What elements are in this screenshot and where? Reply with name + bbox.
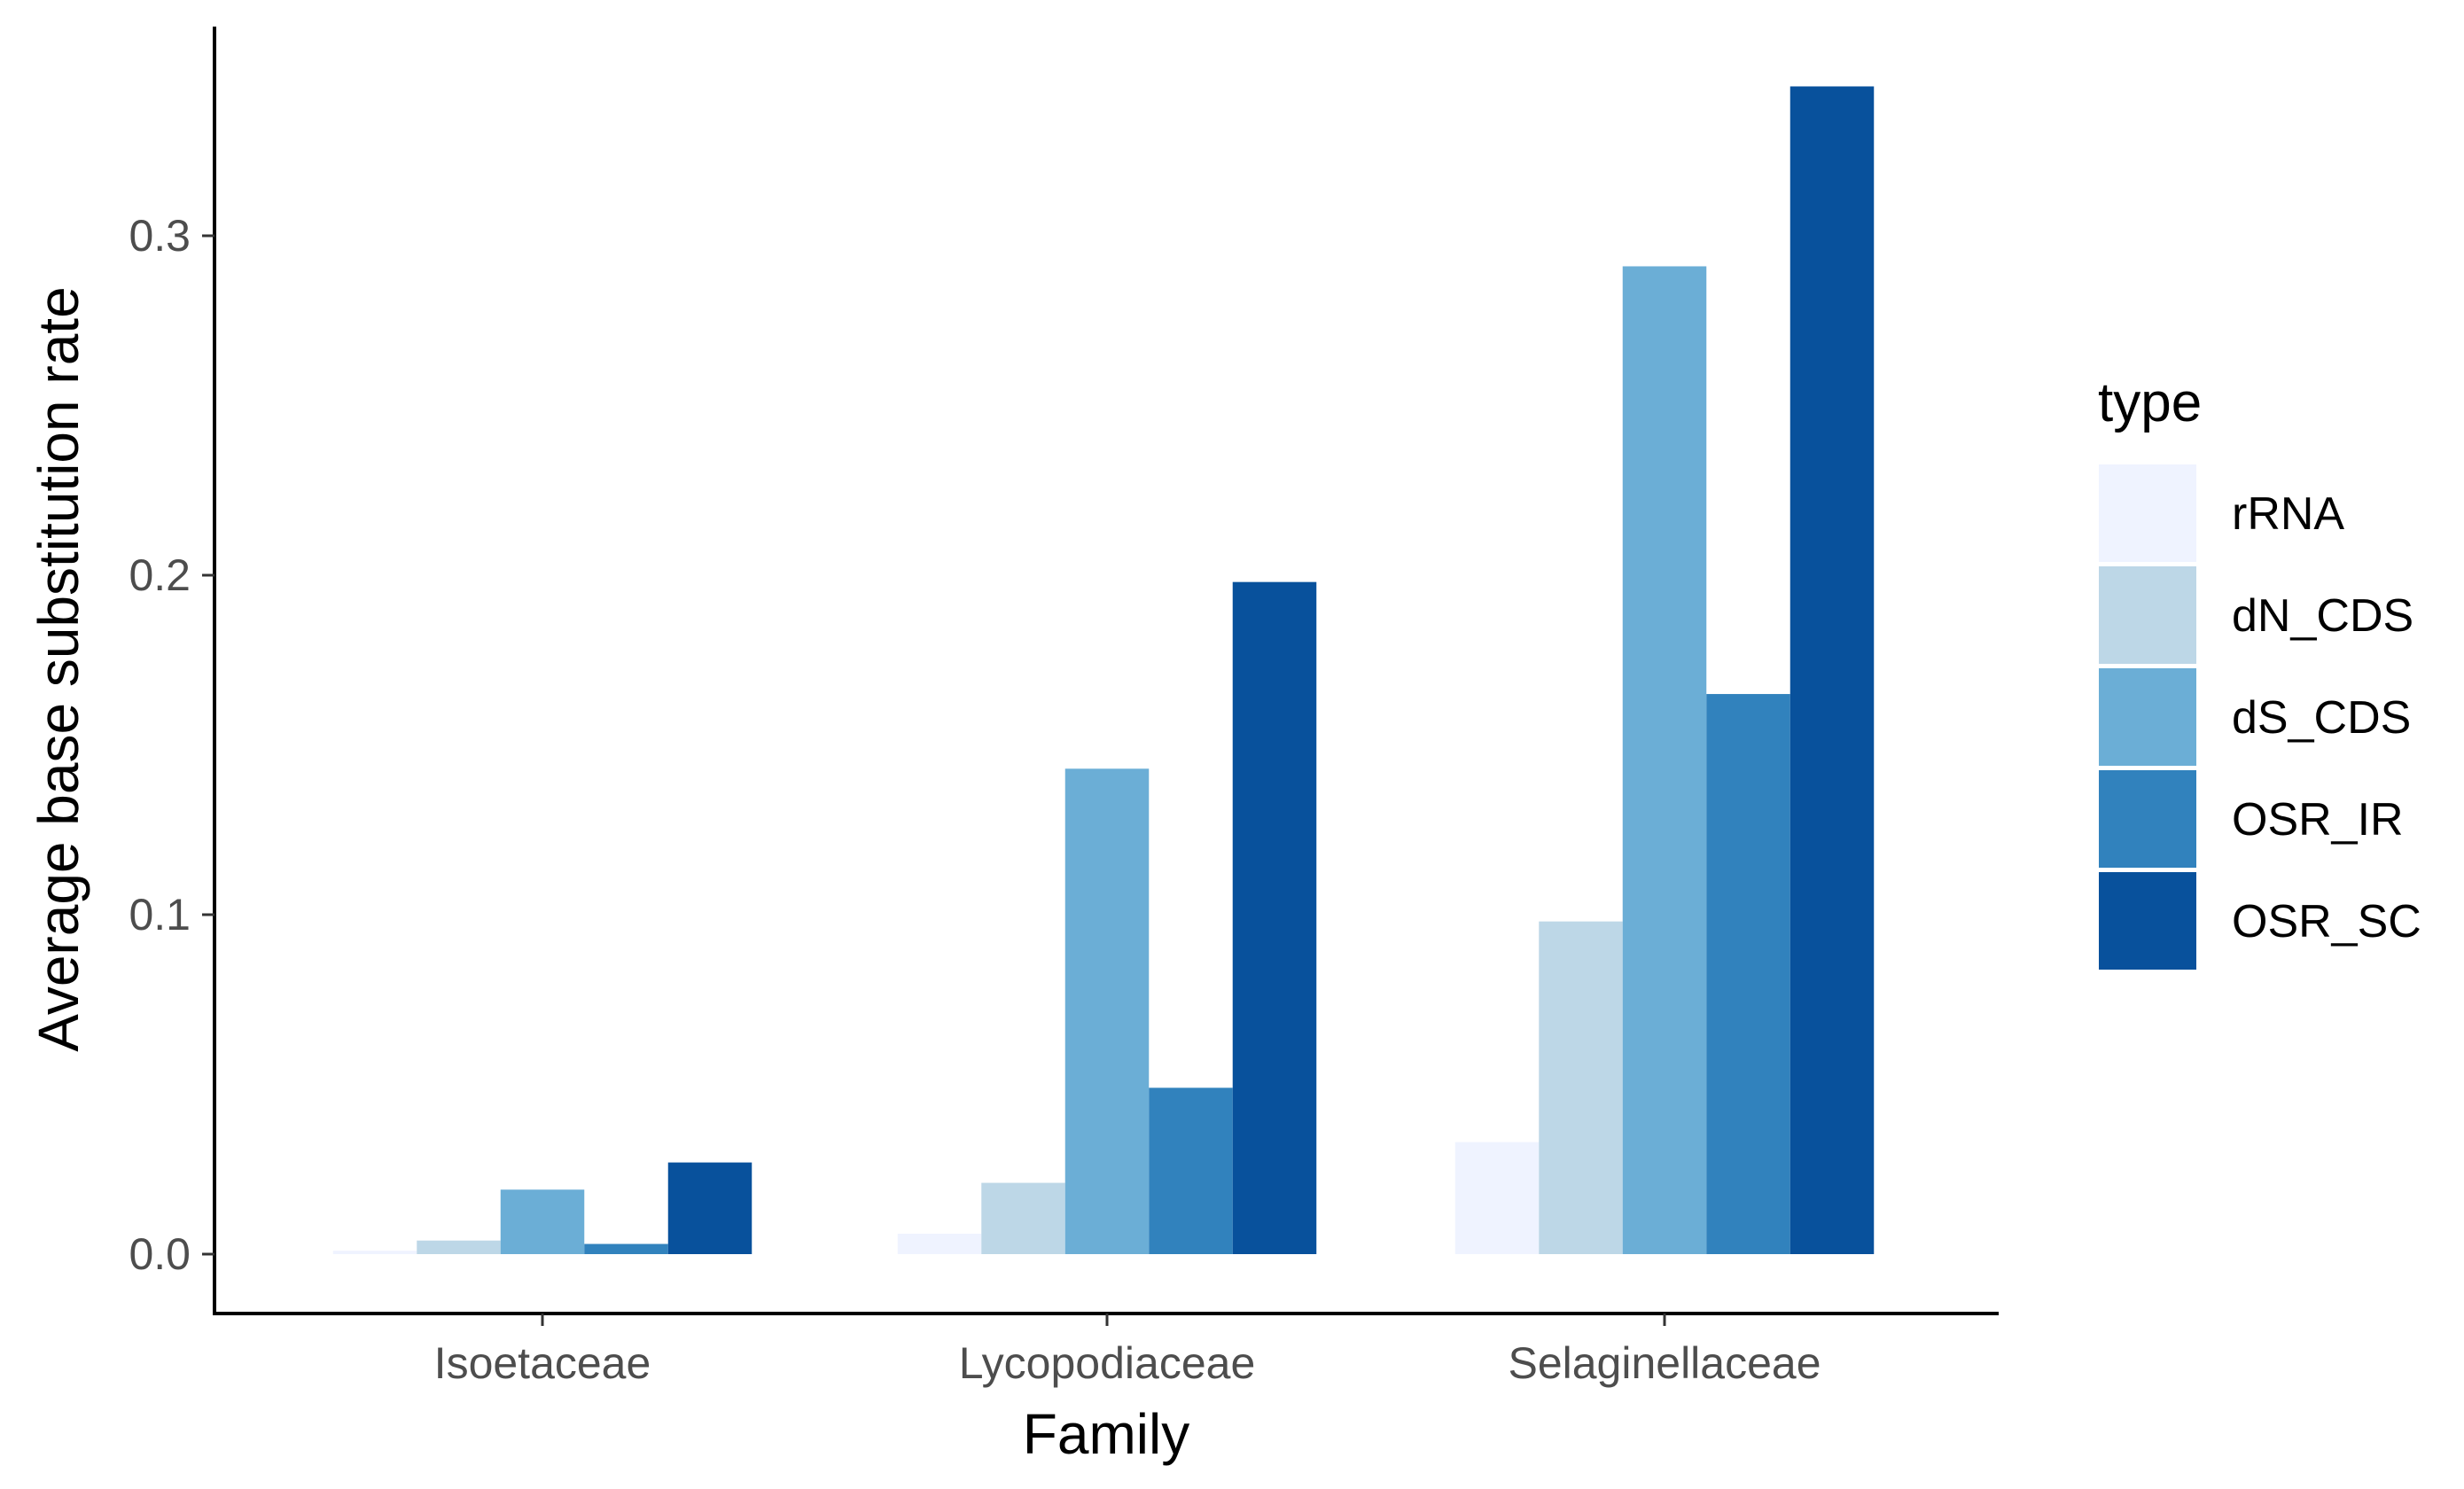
bar-dN_CDS-Lycopodiaceae (981, 1182, 1065, 1254)
legend: type rRNA dN_CDS dS_CDS OSR_IR OSR_SC (2098, 372, 2421, 970)
bar-OSR_SC-Selaginellaceae (1790, 86, 1875, 1255)
legend-label-OSR_SC: OSR_SC (2232, 896, 2421, 947)
legend-title: type (2098, 372, 2202, 433)
bar-OSR_IR-Lycopodiaceae (1149, 1088, 1233, 1254)
legend-key-dN_CDS (2099, 566, 2196, 664)
legend-label-rRNA: rRNA (2232, 488, 2344, 540)
legend-key-rRNA (2099, 464, 2196, 562)
y-tick-label: 0.2 (129, 550, 191, 600)
bar-rRNA-Selaginellaceae (1454, 1142, 1540, 1254)
bar-dS_CDS-Lycopodiaceae (1064, 768, 1150, 1254)
bar-dS_CDS-Selaginellaceae (1622, 266, 1707, 1255)
y-tick-label: 0.0 (129, 1229, 191, 1279)
bar-dS_CDS-Isoetaceae (500, 1189, 585, 1254)
legend-key-OSR_SC (2099, 872, 2196, 970)
bar-rRNA-Isoetaceae (332, 1251, 417, 1254)
y-tick-label: 0.1 (129, 890, 191, 939)
legend-label-dS_CDS: dS_CDS (2232, 692, 2411, 744)
y-axis-title: Average base substitution rate (27, 286, 90, 1051)
legend-label-dN_CDS: dN_CDS (2232, 590, 2413, 642)
y-ticks: 0.0 0.1 0.2 0.3 (129, 211, 214, 1279)
x-ticks: Isoetaceae Lycopodiaceae Selaginellaceae (434, 1314, 1821, 1388)
x-tick-label: Lycopodiaceae (959, 1338, 1256, 1388)
bar-OSR_IR-Selaginellaceae (1706, 694, 1790, 1254)
x-tick-label: Selaginellaceae (1508, 1338, 1821, 1388)
bar-OSR_SC-Isoetaceae (667, 1162, 752, 1254)
bars (332, 86, 1875, 1255)
bar-rRNA-Lycopodiaceae (897, 1234, 982, 1254)
y-tick-label: 0.3 (129, 211, 191, 261)
x-axis-title: Family (1023, 1402, 1189, 1466)
legend-key-OSR_IR (2099, 770, 2196, 868)
legend-label-OSR_IR: OSR_IR (2232, 794, 2404, 846)
bar-dN_CDS-Isoetaceae (417, 1240, 501, 1254)
bar-OSR_SC-Lycopodiaceae (1232, 581, 1317, 1254)
x-tick-label: Isoetaceae (434, 1338, 651, 1388)
legend-key-dS_CDS (2099, 668, 2196, 766)
bar-OSR_IR-Isoetaceae (584, 1243, 668, 1254)
bar-dN_CDS-Selaginellaceae (1539, 921, 1623, 1254)
